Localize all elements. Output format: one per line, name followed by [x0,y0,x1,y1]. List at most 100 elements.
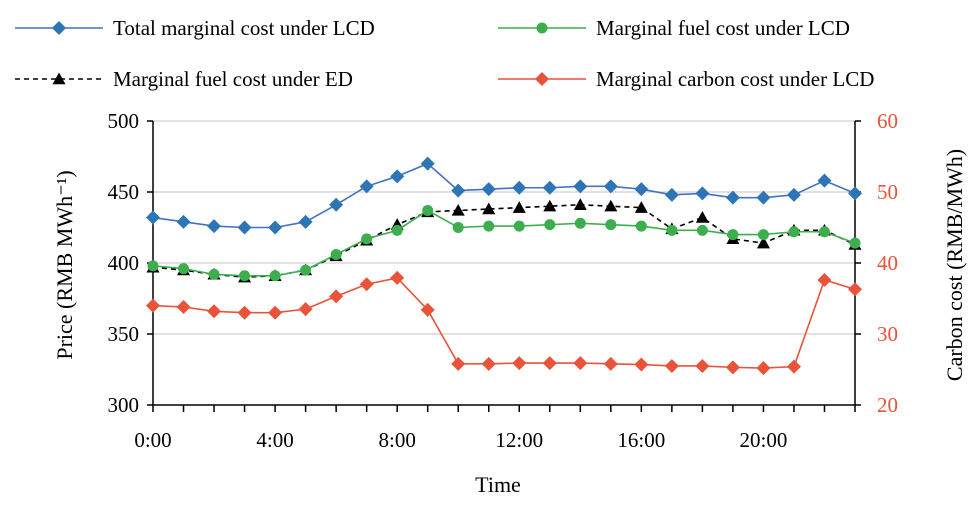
data-point [451,183,466,198]
data-point [176,300,191,315]
data-point [542,356,557,371]
data-point [483,220,495,232]
data-point [543,199,557,212]
data-point [422,204,434,216]
legend: Total marginal cost under LCD Marginal fu… [15,16,874,91]
data-point [573,356,588,371]
data-point [574,217,586,229]
data-point [300,264,312,276]
data-point [237,220,252,235]
data-point [269,270,281,282]
x-tick-label: 4:00 [256,428,293,452]
legend-label: Total marginal cost under LCD [113,16,375,40]
data-point [573,198,587,210]
data-point [725,190,740,205]
data-point [635,220,647,232]
data-point [512,201,526,213]
y-tick-label-right: 60 [877,109,898,133]
data-point [848,282,862,297]
data-point [452,222,464,233]
data-point [420,302,435,317]
legend-marker [52,21,66,35]
legend-label: Marginal fuel cost under LCD [596,16,850,40]
data-point [634,182,649,197]
data-point [664,187,679,202]
data-point [695,186,710,201]
data-point [329,289,344,304]
data-point [604,199,618,212]
data-point [756,190,771,205]
data-point [634,357,649,372]
data-point [482,202,496,215]
x-axis-title: Time [475,472,521,497]
data-point [542,180,557,195]
x-tick-label: 8:00 [379,428,416,452]
legend-label: Marginal fuel cost under ED [113,67,353,91]
data-point [268,220,283,235]
data-point [817,273,832,288]
data-point [513,220,525,232]
y-tick-label-left: 450 [108,180,140,204]
data-point [849,237,861,249]
data-point [207,219,222,234]
y-tick-label-left: 500 [108,109,140,133]
data-point [359,277,374,292]
data-point [666,224,678,236]
y-axis-title-left: Price (RMB MWh⁻¹) [52,170,77,359]
data-point [695,211,709,223]
data-point [788,226,800,238]
data-point [239,270,251,282]
x-tick-label: 12:00 [495,428,543,452]
data-point [786,359,801,374]
x-tick-label: 20:00 [740,428,788,452]
data-point [512,180,527,195]
data-point [756,236,770,249]
y-tick-label-right: 30 [877,322,898,346]
data-point [391,224,403,236]
data-point [390,270,405,285]
data-point [390,169,405,184]
legend-marker [536,22,548,34]
y-tick-label-left: 350 [108,322,140,346]
data-point [451,356,466,371]
data-point [481,182,496,197]
series-line [152,277,856,369]
x-tick-label: 0:00 [134,428,171,452]
data-point [268,305,283,320]
data-point [695,358,710,373]
data-point [757,229,769,241]
data-point [512,356,527,371]
data-point [664,358,679,373]
y-tick-label-left: 400 [108,251,140,275]
data-point [786,187,801,202]
y-tick-label-right: 40 [877,251,898,275]
data-point [420,156,435,171]
data-point [725,360,740,375]
data-point [237,305,252,320]
data-point [176,214,191,229]
data-point [848,186,862,201]
y-tick-label-left: 300 [108,393,140,417]
y-tick-label-right: 20 [877,393,898,417]
legend-marker [52,72,66,85]
data-point [818,226,830,238]
data-point [727,229,739,241]
data-point [361,233,373,245]
data-point [147,260,159,272]
data-point [605,219,617,231]
data-point [146,298,160,313]
data-point [756,361,771,376]
data-point [634,201,648,213]
x-tick-label: 16:00 [617,428,665,452]
data-point [544,219,556,231]
data-point [298,214,313,229]
data-point [696,224,708,236]
data-point [207,304,222,319]
series-group [146,156,862,376]
data-point [481,356,496,371]
data-point [146,210,160,225]
series-line [152,209,856,277]
data-point [817,173,832,188]
data-point [208,268,220,280]
legend-label: Marginal carbon cost under LCD [596,67,874,91]
